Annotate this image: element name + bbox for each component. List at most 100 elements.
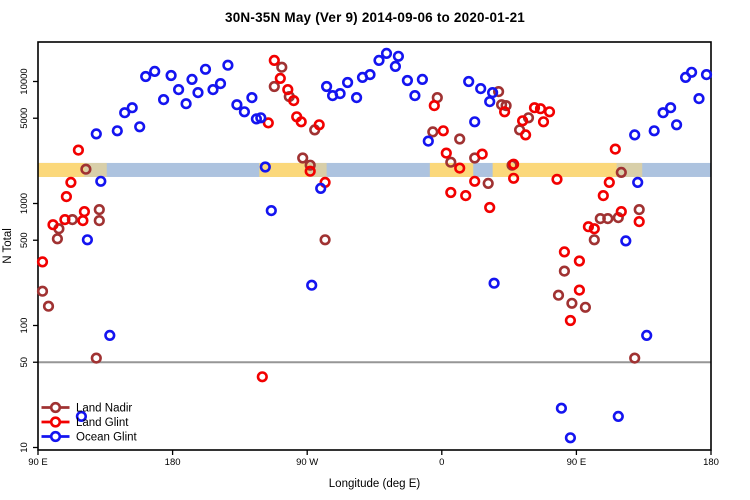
data-point-land-glint bbox=[551, 173, 563, 185]
data-point-land-glint bbox=[437, 125, 449, 137]
data-point-land-nadir bbox=[42, 300, 55, 312]
data-point-ocean-glint bbox=[364, 68, 376, 81]
data-point-land-glint bbox=[588, 223, 600, 235]
data-point-land-glint bbox=[256, 371, 268, 383]
data-point-ocean-glint bbox=[222, 59, 234, 71]
chart-title: 30N-35N May (Ver 9) 2014-09-06 to 2020-0… bbox=[225, 10, 525, 25]
data-point-ocean-glint bbox=[487, 86, 499, 99]
data-point-ocean-glint bbox=[373, 54, 385, 67]
data-point-land-nadir bbox=[493, 85, 505, 98]
data-point-ocean-glint bbox=[321, 80, 333, 93]
data-point-ocean-glint bbox=[104, 329, 116, 342]
data-point-land-glint bbox=[528, 102, 541, 114]
data-point-ocean-glint bbox=[180, 98, 192, 110]
data-point-land-glint bbox=[65, 176, 77, 188]
data-point-ocean-glint bbox=[401, 74, 414, 87]
data-point-land-glint bbox=[597, 190, 609, 202]
data-point-ocean-glint bbox=[149, 65, 161, 77]
data-point-ocean-glint bbox=[134, 121, 146, 133]
data-point-land-glint bbox=[428, 99, 440, 112]
data-point-ocean-glint bbox=[629, 129, 641, 141]
data-point-ocean-glint bbox=[612, 410, 624, 423]
data-point-land-glint bbox=[282, 83, 294, 96]
data-point-ocean-glint bbox=[111, 125, 123, 137]
data-point-land-glint bbox=[454, 162, 466, 174]
data-point-land-nadir bbox=[588, 234, 600, 246]
data-point-land-glint bbox=[440, 147, 452, 159]
x-tick-label: 90 E bbox=[28, 457, 48, 468]
data-point-ocean-glint bbox=[469, 116, 481, 128]
data-point-land-glint bbox=[469, 175, 481, 187]
data-point-ocean-glint bbox=[231, 99, 243, 111]
y-tick-label: 5000 bbox=[19, 108, 30, 129]
data-point-ocean-glint bbox=[199, 63, 212, 75]
data-point-ocean-glint bbox=[463, 75, 475, 88]
data-point-ocean-glint bbox=[409, 89, 421, 102]
data-point-ocean-glint bbox=[475, 82, 487, 95]
data-point-ocean-glint bbox=[140, 70, 152, 83]
band-land-segment bbox=[259, 162, 309, 177]
x-tick-label: 180 bbox=[165, 457, 181, 468]
data-point-ocean-glint bbox=[392, 50, 405, 62]
y-tick-label: 10000 bbox=[19, 68, 30, 94]
y-tick-label: 500 bbox=[19, 232, 30, 248]
data-point-land-glint bbox=[582, 221, 595, 233]
data-point-land-glint bbox=[295, 116, 307, 128]
data-point-ocean-glint bbox=[685, 66, 698, 78]
data-point-land-glint bbox=[564, 314, 577, 327]
data-point-ocean-glint bbox=[564, 432, 577, 444]
legend-marker bbox=[49, 416, 62, 428]
data-point-land-glint bbox=[534, 103, 547, 115]
data-point-ocean-glint bbox=[306, 279, 318, 291]
data-point-land-glint bbox=[36, 256, 49, 268]
data-point-ocean-glint bbox=[700, 68, 713, 81]
data-point-land-nadir bbox=[482, 177, 494, 189]
legend-label: Land Nadir bbox=[76, 403, 132, 415]
band-land-segment bbox=[492, 162, 617, 177]
data-point-ocean-glint bbox=[90, 128, 102, 140]
data-point-land-glint bbox=[262, 117, 274, 129]
data-point-land-glint bbox=[507, 158, 520, 170]
data-point-land-nadir bbox=[454, 133, 466, 145]
band-land-segment bbox=[429, 162, 474, 177]
x-tick-label: 180 bbox=[703, 457, 719, 468]
data-point-land-glint bbox=[274, 72, 286, 84]
data-point-land-glint bbox=[615, 206, 627, 218]
data-point-ocean-glint bbox=[119, 107, 131, 119]
data-point-land-nadir bbox=[51, 233, 64, 245]
x-tick-label: 0 bbox=[439, 457, 444, 468]
data-point-land-nadir bbox=[427, 126, 439, 138]
data-point-land-glint bbox=[59, 214, 71, 226]
band-land-segment bbox=[616, 162, 643, 177]
data-point-ocean-glint bbox=[81, 234, 93, 246]
data-point-ocean-glint bbox=[488, 277, 500, 289]
data-point-land-glint bbox=[77, 215, 89, 227]
data-point-ocean-glint bbox=[192, 86, 204, 99]
data-point-land-nadir bbox=[304, 159, 316, 171]
x-tick-label: 90 W bbox=[296, 457, 318, 468]
data-point-land-nadir bbox=[500, 99, 512, 112]
y-tick-label: 100 bbox=[19, 318, 30, 334]
x-tick-label: 90 E bbox=[567, 457, 587, 468]
data-point-ocean-glint bbox=[422, 135, 434, 147]
data-point-ocean-glint bbox=[259, 161, 271, 173]
data-point-land-glint bbox=[543, 106, 556, 118]
data-point-land-nadir bbox=[602, 213, 614, 225]
data-point-land-glint bbox=[573, 284, 586, 296]
data-point-ocean-glint bbox=[214, 77, 227, 90]
data-point-ocean-glint bbox=[342, 76, 354, 89]
data-point-land-glint bbox=[603, 176, 615, 188]
data-point-ocean-glint bbox=[186, 73, 198, 85]
data-point-ocean-glint bbox=[484, 95, 496, 108]
data-point-land-glint bbox=[313, 119, 325, 131]
data-point-land-nadir bbox=[36, 285, 49, 297]
data-point-land-glint bbox=[499, 106, 511, 118]
data-point-land-nadir bbox=[93, 204, 105, 216]
data-point-land-glint bbox=[516, 115, 529, 127]
data-point-land-glint bbox=[268, 54, 280, 67]
plot-border bbox=[37, 41, 712, 451]
data-point-ocean-glint bbox=[620, 235, 632, 247]
y-tick-label: 10 bbox=[19, 442, 30, 453]
